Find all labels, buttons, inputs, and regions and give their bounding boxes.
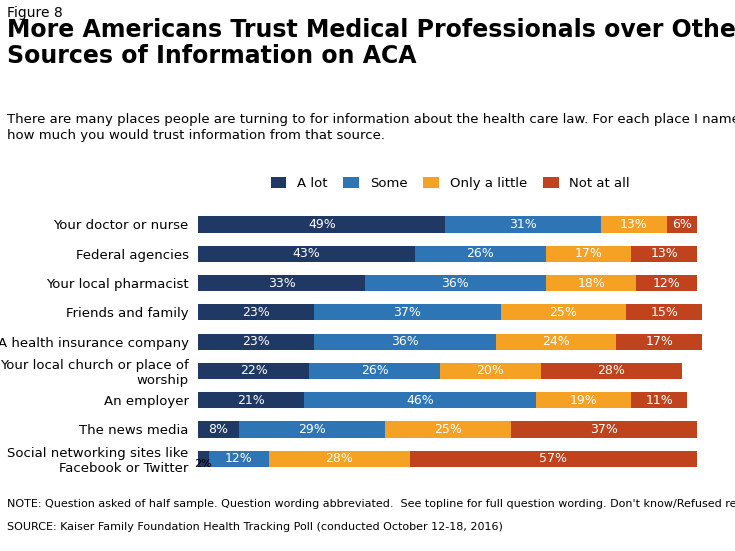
Text: 28%: 28% <box>326 452 354 465</box>
Bar <box>198 217 445 233</box>
Bar <box>198 275 365 291</box>
Bar <box>546 246 631 262</box>
Bar <box>239 422 384 437</box>
Bar <box>365 275 546 291</box>
Text: 11%: 11% <box>645 394 673 407</box>
Bar <box>536 392 631 408</box>
Bar <box>304 392 536 408</box>
Text: NOTE: Question asked of half sample. Question wording abbreviated.  See topline : NOTE: Question asked of half sample. Que… <box>7 499 735 509</box>
Bar <box>445 217 601 233</box>
Text: 8%: 8% <box>209 423 229 436</box>
Text: 13%: 13% <box>650 247 678 260</box>
Text: 18%: 18% <box>577 277 605 289</box>
Text: 36%: 36% <box>441 277 469 289</box>
Text: 6%: 6% <box>672 218 692 231</box>
Text: SOURCE: Kaiser Family Foundation Health Tracking Poll (conducted October 12-18, : SOURCE: Kaiser Family Foundation Health … <box>7 522 503 532</box>
Bar <box>309 363 440 379</box>
Bar <box>495 333 617 350</box>
Legend: A lot, Some, Only a little, Not at all: A lot, Some, Only a little, Not at all <box>265 172 635 196</box>
Bar <box>501 304 626 320</box>
Bar <box>546 275 637 291</box>
Text: 25%: 25% <box>434 423 462 436</box>
Text: Figure 8: Figure 8 <box>7 6 63 19</box>
Text: 26%: 26% <box>361 364 389 377</box>
Text: 37%: 37% <box>589 423 617 436</box>
Text: 12%: 12% <box>225 452 253 465</box>
Text: 37%: 37% <box>393 306 421 319</box>
Bar <box>626 304 702 320</box>
Text: There are many places people are turning to for information about the health car: There are many places people are turning… <box>7 113 735 142</box>
Text: 17%: 17% <box>645 335 673 348</box>
Text: 49%: 49% <box>308 218 336 231</box>
Text: KAISER: KAISER <box>653 511 708 524</box>
Bar <box>617 333 702 350</box>
Bar <box>198 363 309 379</box>
Text: 12%: 12% <box>653 277 681 289</box>
Text: 26%: 26% <box>467 247 494 260</box>
Text: 2%: 2% <box>195 459 212 469</box>
Bar <box>415 246 546 262</box>
Text: 15%: 15% <box>650 306 678 319</box>
Bar <box>198 392 304 408</box>
Bar <box>601 217 667 233</box>
Bar <box>631 246 697 262</box>
Bar <box>198 304 315 320</box>
Text: 23%: 23% <box>243 306 270 319</box>
Text: 21%: 21% <box>237 394 265 407</box>
Text: 28%: 28% <box>598 364 625 377</box>
Bar <box>440 363 541 379</box>
Bar <box>410 451 697 467</box>
Bar <box>511 422 697 437</box>
Text: 19%: 19% <box>570 394 598 407</box>
Bar <box>637 275 697 291</box>
Text: 13%: 13% <box>620 218 648 231</box>
Bar <box>269 451 410 467</box>
Bar <box>541 363 682 379</box>
Text: 17%: 17% <box>575 247 603 260</box>
Bar <box>315 304 501 320</box>
Text: 24%: 24% <box>542 335 570 348</box>
Text: 46%: 46% <box>406 394 434 407</box>
Text: 29%: 29% <box>298 423 326 436</box>
Text: FAMILY: FAMILY <box>655 525 706 538</box>
Bar <box>198 422 239 437</box>
Text: 22%: 22% <box>240 364 268 377</box>
Bar <box>198 451 209 467</box>
Bar <box>198 246 415 262</box>
Text: More Americans Trust Medical Professionals over Other
Sources of Information on : More Americans Trust Medical Professiona… <box>7 18 735 68</box>
Bar <box>315 333 495 350</box>
Text: 36%: 36% <box>391 335 419 348</box>
Text: 31%: 31% <box>509 218 537 231</box>
Text: 23%: 23% <box>243 335 270 348</box>
Text: 25%: 25% <box>550 306 578 319</box>
Text: 33%: 33% <box>268 277 295 289</box>
Text: FOUNDATION: FOUNDATION <box>652 538 709 547</box>
Bar <box>631 392 686 408</box>
Text: 20%: 20% <box>476 364 504 377</box>
Bar <box>198 333 315 350</box>
Text: 43%: 43% <box>293 247 320 260</box>
Text: 57%: 57% <box>539 452 567 465</box>
Bar <box>384 422 511 437</box>
Bar <box>209 451 269 467</box>
Text: THE HENRY J.: THE HENRY J. <box>660 499 701 504</box>
Bar <box>667 217 697 233</box>
